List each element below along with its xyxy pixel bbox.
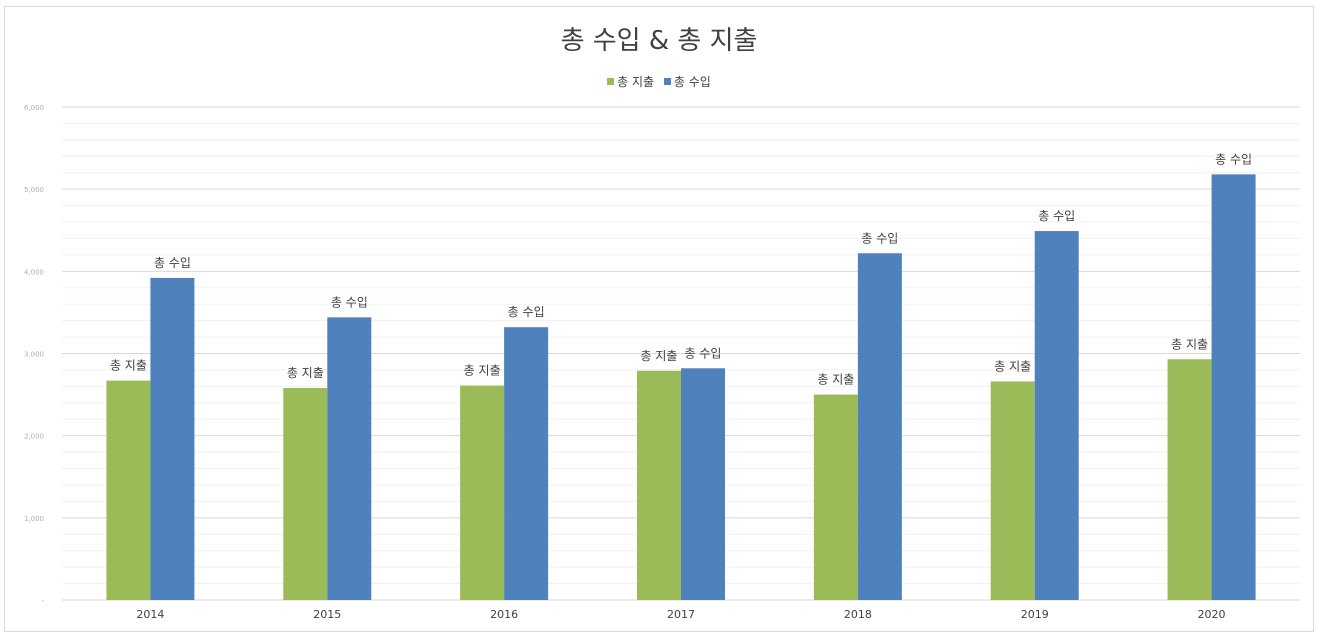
- data-label-expense-2016: 총 지출: [464, 364, 501, 378]
- x-axis-tick-labels: 2014 2015 2016 2017 2018 2019 2020: [136, 608, 1225, 621]
- data-label-income-2015: 총 수입: [331, 295, 368, 309]
- data-label-income-2014: 총 수입: [154, 256, 191, 270]
- bar-expense-2020: [1167, 359, 1212, 600]
- bar-expense-2015: [283, 388, 328, 600]
- data-label-income-2016: 총 수입: [508, 305, 545, 319]
- legend-entry-income: 총 수입: [663, 73, 711, 90]
- bar-data-labels: 총 지출총 수입총 지출총 수입총 지출총 수입총 지출 총 수입총 지출총 수입…: [110, 152, 1252, 386]
- bar-expense-2019: [990, 381, 1035, 600]
- x-tick-label-2018: 2018: [844, 608, 872, 621]
- data-label-income-2020: 총 수입: [1215, 152, 1252, 166]
- legend: 총 지출 총 수입: [0, 73, 1318, 90]
- bar-expense-2014: [106, 380, 151, 600]
- bar-income-2020: [1211, 174, 1256, 601]
- data-label-expense-2020: 총 지출: [1171, 337, 1208, 351]
- bar-expense-2017: [637, 370, 681, 600]
- x-tick-label-2016: 2016: [490, 608, 518, 621]
- legend-label-income: 총 수입: [673, 75, 711, 89]
- bar-income-2015: [327, 317, 372, 600]
- bar-income-2014: [150, 277, 195, 600]
- x-tick-label-2019: 2019: [1021, 608, 1049, 621]
- bar-income-2016: [504, 327, 549, 600]
- y-tick-label: 6,000: [24, 104, 44, 112]
- bar-income-2017: [681, 368, 725, 600]
- data-label-income-2019: 총 수입: [1038, 209, 1075, 223]
- bar-income-2018: [857, 253, 902, 601]
- bar-expense-2018: [813, 394, 858, 600]
- x-tick-label-2014: 2014: [136, 608, 164, 621]
- data-label-income-2017: 총 수입: [685, 346, 722, 360]
- y-tick-label: 1,000: [24, 515, 44, 523]
- data-label-expense-2019: 총 지출: [994, 359, 1031, 373]
- data-label-income-2018: 총 수입: [861, 231, 898, 245]
- bars: [106, 174, 1256, 601]
- bar-income-2019: [1034, 231, 1079, 601]
- legend-label-expense: 총 지출: [617, 75, 655, 89]
- x-tick-label-2017: 2017: [667, 608, 695, 621]
- y-tick-label: 2,000: [24, 433, 44, 441]
- y-tick-label: 5,000: [24, 186, 44, 194]
- x-tick-label-2015: 2015: [313, 608, 341, 621]
- legend-swatch-expense: [607, 78, 615, 85]
- y-tick-label: 3,000: [24, 351, 44, 359]
- legend-entry-expense: 총 지출: [607, 73, 654, 90]
- data-label-expense-2015: 총 지출: [287, 366, 324, 380]
- data-label-expense-2014: 총 지출: [110, 359, 147, 373]
- major-gridlines: [62, 106, 1300, 601]
- chart-title: 총 수입 & 총 지출: [560, 26, 758, 56]
- legend-swatch-income: [663, 78, 671, 85]
- y-tick-label: 4,000: [24, 268, 44, 276]
- y-tick-label: -: [41, 597, 44, 605]
- data-label-expense-2018: 총 지출: [817, 373, 854, 387]
- y-axis-tick-labels: - 1,000 2,000 3,000 4,000 5,000 6,000: [24, 104, 45, 605]
- x-tick-label-2020: 2020: [1198, 608, 1226, 621]
- bar-expense-2016: [460, 385, 505, 600]
- data-label-expense-2017: 총 지출: [641, 349, 678, 363]
